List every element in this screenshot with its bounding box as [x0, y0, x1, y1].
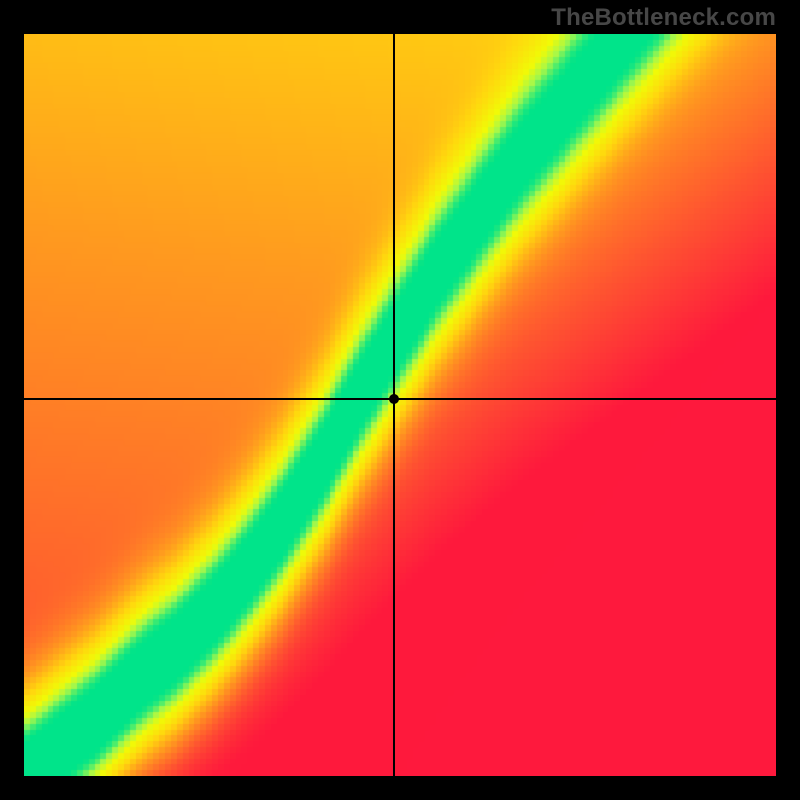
chart-frame: TheBottleneck.com [0, 0, 800, 800]
bottleneck-heatmap [24, 34, 776, 776]
watermark-text: TheBottleneck.com [551, 4, 776, 32]
plot-area [24, 34, 776, 776]
